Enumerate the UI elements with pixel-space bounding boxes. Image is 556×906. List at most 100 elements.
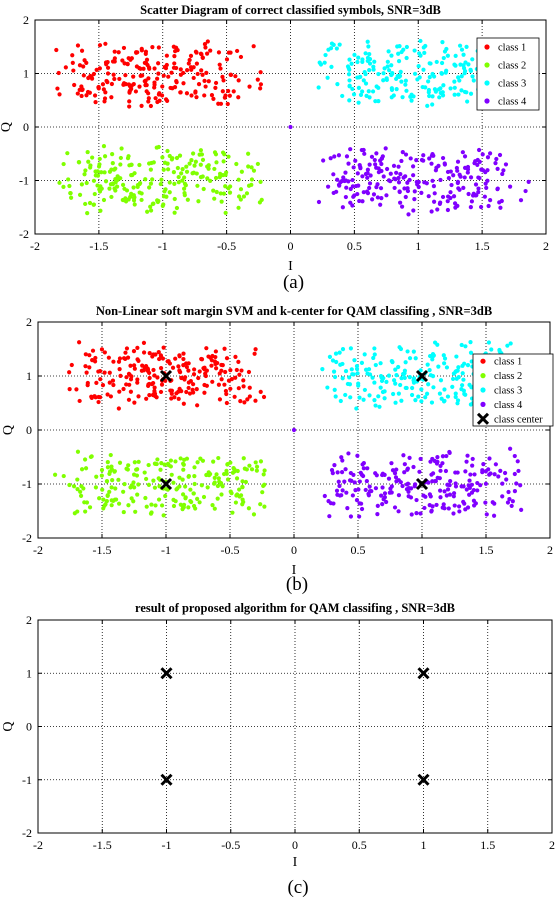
- data-point: [186, 61, 191, 66]
- data-point: [129, 56, 134, 61]
- data-point: [396, 59, 402, 64]
- data-point: [193, 89, 198, 94]
- data-point: [158, 389, 164, 395]
- data-point: [468, 175, 474, 180]
- data-point: [446, 506, 451, 511]
- data-point: [339, 179, 344, 184]
- data-point: [101, 144, 107, 149]
- data-point: [385, 166, 390, 172]
- center-marker-stroke: [415, 477, 429, 491]
- data-point: [102, 503, 107, 508]
- data-point: [132, 460, 137, 465]
- series-class-center: [159, 369, 429, 491]
- data-point: [400, 150, 405, 155]
- data-point: [99, 473, 104, 478]
- ticks: -2 -1.5 -1 -0.5 0 0.5 1 1.5 2 -2 -1 0 1 2: [19, 13, 549, 253]
- data-point: [135, 377, 140, 382]
- data-point: [431, 153, 436, 158]
- data-point: [96, 84, 101, 90]
- data-point: [103, 90, 108, 95]
- data-point: [333, 394, 338, 399]
- data-point: [375, 512, 380, 517]
- data-point: [451, 491, 457, 496]
- data-point: [435, 207, 440, 212]
- data-point: [121, 45, 127, 51]
- data-point: [225, 462, 230, 467]
- data-point: [84, 93, 89, 98]
- data-point: [234, 367, 239, 373]
- data-point: [348, 470, 353, 476]
- data-point: [70, 53, 75, 58]
- x-tick-label: 1: [421, 838, 427, 852]
- data-point: [98, 377, 103, 382]
- data-point: [194, 95, 199, 100]
- data-point: [361, 466, 366, 471]
- data-point: [500, 171, 505, 177]
- data-point: [241, 378, 246, 383]
- data-point: [166, 74, 171, 79]
- x-tick-label: 2: [549, 838, 555, 852]
- data-point: [104, 478, 110, 484]
- data-point: [407, 374, 412, 380]
- data-point: [448, 190, 453, 195]
- data-point: [396, 509, 401, 514]
- data-point: [144, 504, 149, 509]
- data-point: [329, 41, 335, 46]
- data-point: [438, 378, 444, 383]
- data-point: [199, 152, 205, 157]
- data-point: [127, 104, 132, 109]
- data-point: [110, 378, 116, 383]
- data-point: [128, 377, 134, 382]
- data-point: [413, 356, 418, 361]
- data-point: [105, 79, 110, 85]
- data-point: [171, 480, 176, 485]
- data-point: [128, 485, 133, 490]
- data-point: [465, 164, 471, 170]
- data-point: [459, 342, 464, 348]
- data-point: [427, 61, 432, 66]
- data-point: [446, 176, 451, 181]
- data-point: [118, 373, 123, 378]
- data-point: [135, 467, 140, 472]
- data-point: [367, 181, 373, 186]
- data-point: [136, 358, 141, 363]
- data-point: [442, 387, 447, 392]
- data-point: [412, 189, 417, 194]
- x-axis-label: I: [292, 563, 297, 578]
- data-point: [344, 185, 349, 190]
- data-point: [228, 386, 233, 391]
- data-point: [261, 394, 267, 400]
- data-point: [441, 55, 446, 61]
- data-point: [347, 57, 352, 62]
- data-point: [409, 98, 414, 103]
- data-point: [427, 93, 432, 99]
- data-point: [99, 347, 105, 352]
- data-point: [331, 172, 336, 177]
- data-point: [361, 190, 366, 195]
- data-point: [233, 500, 238, 505]
- data-point: [102, 170, 107, 175]
- data-point: [218, 191, 223, 196]
- data-point: [79, 484, 84, 489]
- data-point: [95, 183, 100, 188]
- data-point: [186, 380, 191, 385]
- data-point: [443, 468, 449, 474]
- data-point: [411, 94, 416, 99]
- data-point: [151, 367, 156, 373]
- data-point: [405, 467, 410, 472]
- data-point: [355, 171, 360, 176]
- legend-label: class 2: [494, 371, 522, 382]
- legend-label: class 1: [494, 357, 522, 368]
- legend: class 1 class 2 class 3 class 4: [476, 37, 540, 111]
- data-point: [394, 170, 399, 175]
- data-point: [90, 348, 96, 353]
- data-point: [453, 394, 458, 400]
- data-point: [93, 173, 98, 178]
- data-point: [343, 368, 349, 374]
- data-point: [217, 62, 222, 67]
- x-tick-label: 0.5: [347, 239, 362, 253]
- data-point: [429, 472, 434, 477]
- x-tick-label: -0.5: [221, 543, 240, 557]
- data-point: [189, 67, 194, 72]
- data-point: [343, 178, 348, 183]
